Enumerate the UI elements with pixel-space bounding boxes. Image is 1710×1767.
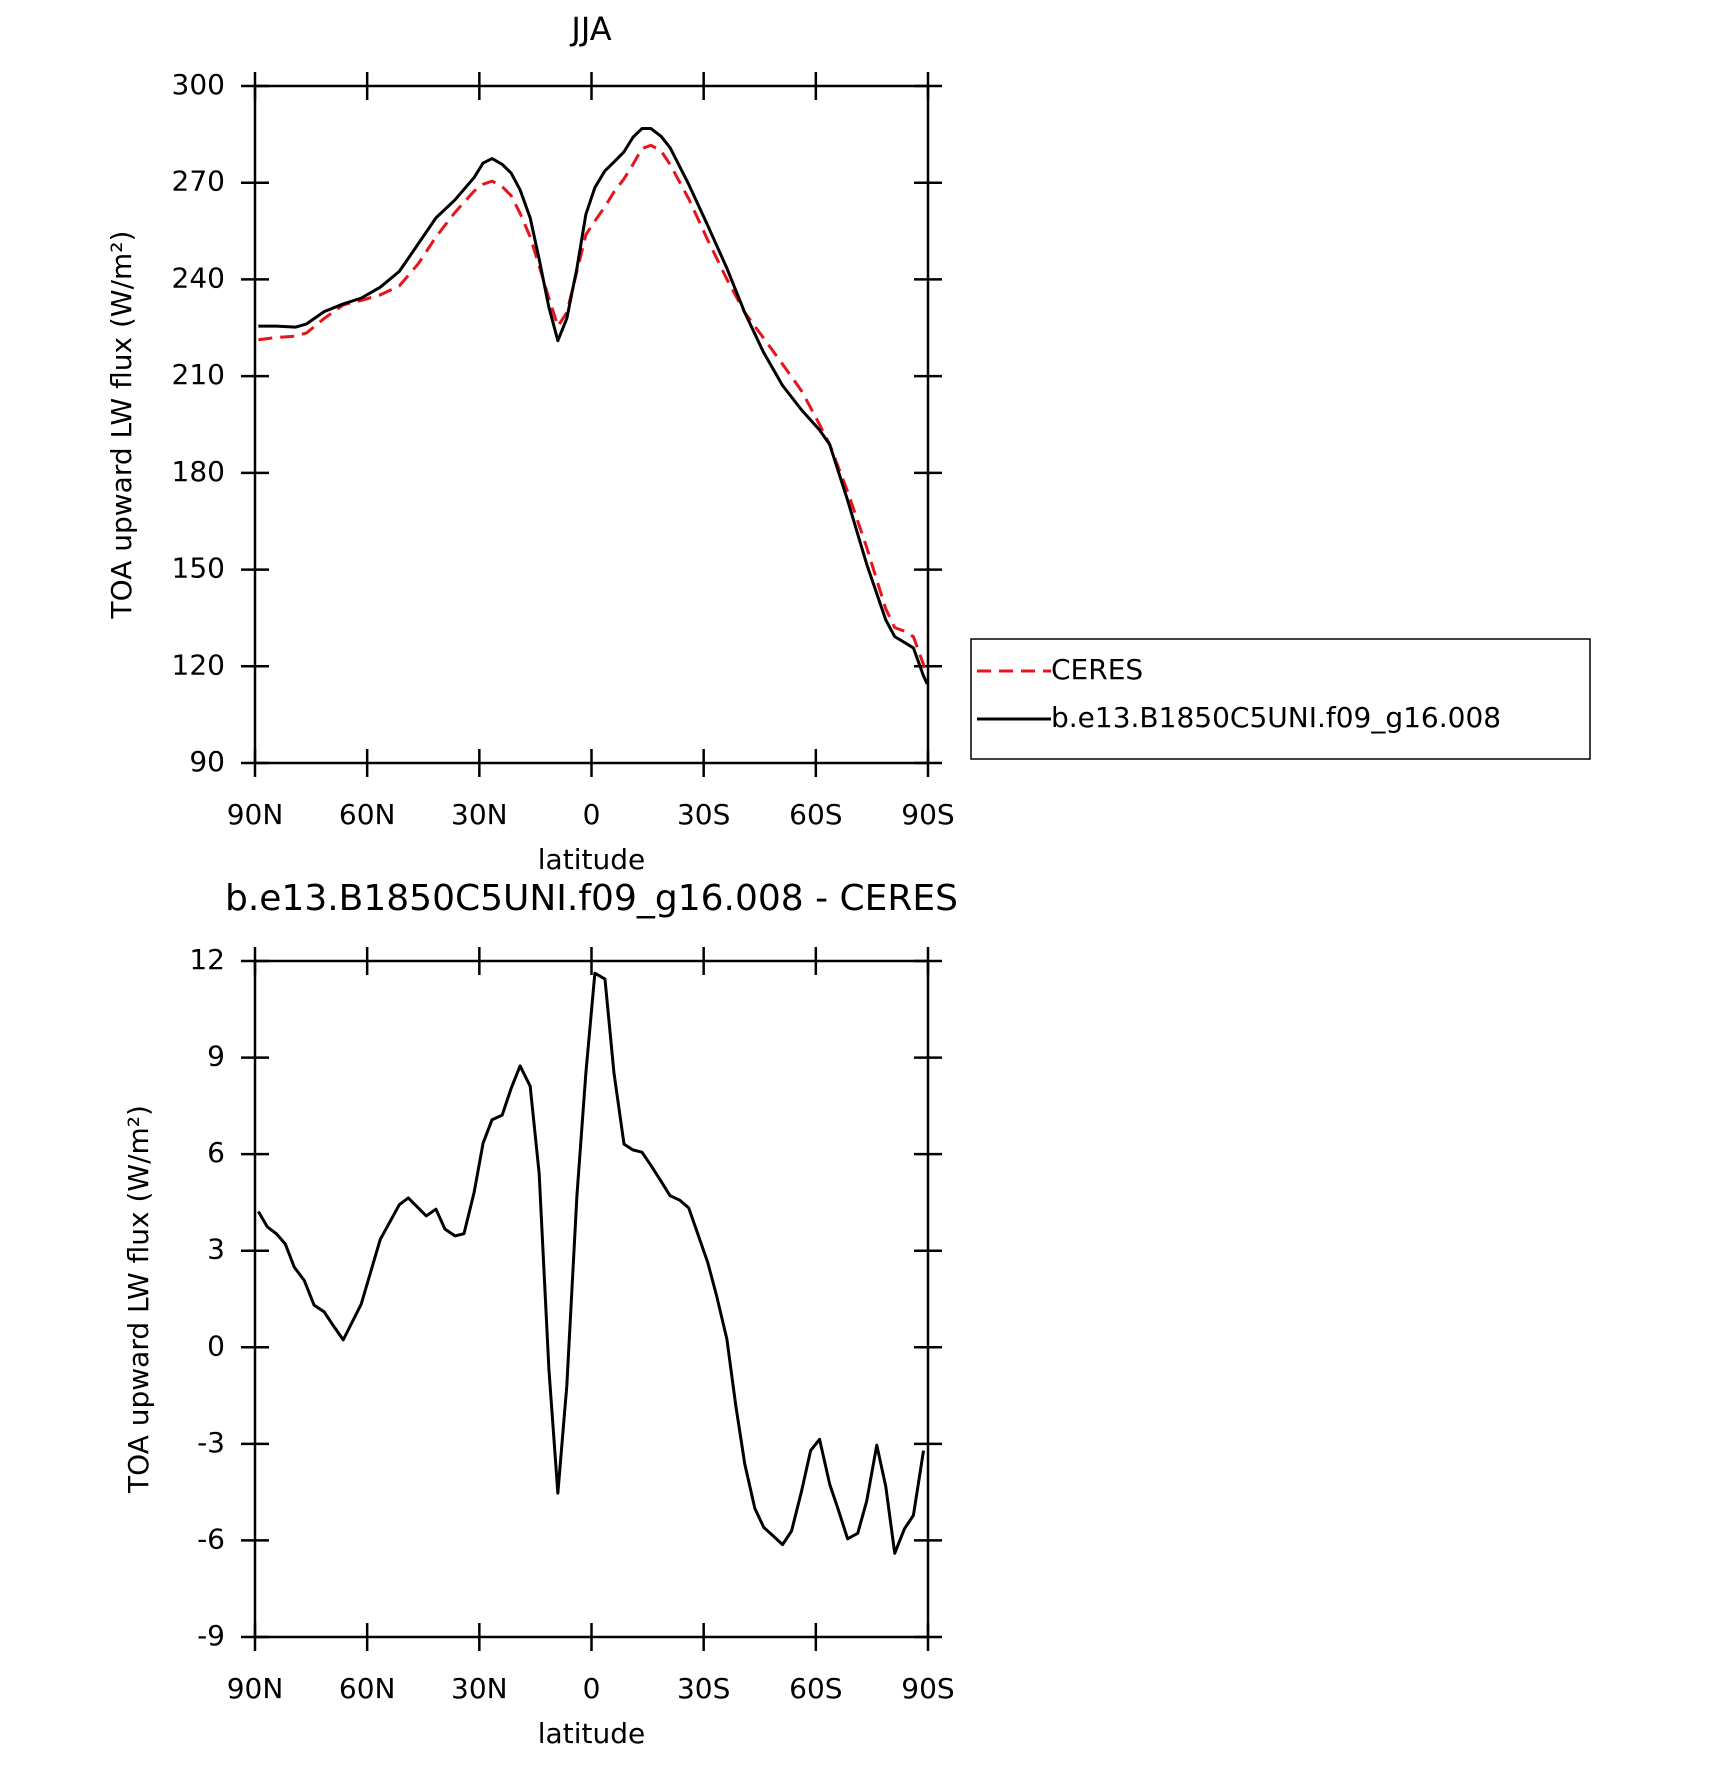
x-tick-label: 60S bbox=[789, 798, 842, 831]
y-tick-label: 6 bbox=[207, 1136, 225, 1169]
x-tick-label: 60N bbox=[339, 1672, 396, 1705]
y-tick-label: 240 bbox=[172, 261, 225, 294]
y-tick-label: 150 bbox=[172, 552, 225, 585]
y-tick-label: 3 bbox=[207, 1233, 225, 1266]
x-tick-label: 90S bbox=[901, 798, 954, 831]
y-tick-label: 90 bbox=[189, 745, 225, 778]
x-tick-label: 30N bbox=[451, 798, 508, 831]
x-tick-label: 0 bbox=[583, 798, 601, 831]
x-tick-label: 60S bbox=[789, 1672, 842, 1705]
y-tick-label: 210 bbox=[172, 358, 225, 391]
y-tick-label: -3 bbox=[197, 1426, 225, 1459]
plot-frame bbox=[253, 959, 930, 1639]
y-tick-label: 300 bbox=[172, 68, 225, 101]
y-tick-label: 120 bbox=[172, 648, 225, 681]
y-tick-label: -6 bbox=[197, 1522, 225, 1555]
y-tick-label: 180 bbox=[172, 455, 225, 488]
chart-title: JJA bbox=[569, 10, 611, 48]
x-tick-label: 90N bbox=[227, 798, 284, 831]
data-line bbox=[258, 143, 929, 677]
chart-title: b.e13.B1850C5UNI.f09_g16.008 - CERES bbox=[225, 878, 958, 919]
y-tick-label: 9 bbox=[207, 1040, 225, 1073]
y-tick-label: 270 bbox=[172, 165, 225, 198]
x-tick-label: 30N bbox=[451, 1672, 508, 1705]
y-tick-label: -9 bbox=[197, 1619, 225, 1652]
y-axis-label: TOA upward LW flux (W/m²) bbox=[122, 1105, 155, 1494]
y-axis-label: TOA upward LW flux (W/m²) bbox=[105, 231, 138, 620]
x-axis-label: latitude bbox=[538, 1717, 645, 1750]
y-tick-label: 0 bbox=[207, 1329, 225, 1362]
plot-frame bbox=[253, 84, 930, 765]
legend-label: b.e13.B1850C5UNI.f09_g16.008 bbox=[1051, 701, 1501, 734]
y-tick-label: 12 bbox=[189, 943, 225, 976]
x-tick-label: 0 bbox=[583, 1672, 601, 1705]
legend-label: CERES bbox=[1051, 653, 1143, 686]
x-axis-label: latitude bbox=[538, 843, 645, 876]
x-tick-label: 30S bbox=[677, 1672, 730, 1705]
x-tick-label: 90N bbox=[227, 1672, 284, 1705]
x-tick-label: 30S bbox=[677, 798, 730, 831]
x-tick-label: 60N bbox=[339, 798, 396, 831]
legend-box bbox=[970, 638, 1591, 760]
x-tick-label: 90S bbox=[901, 1672, 954, 1705]
data-line bbox=[257, 971, 925, 1555]
data-line bbox=[258, 127, 929, 685]
